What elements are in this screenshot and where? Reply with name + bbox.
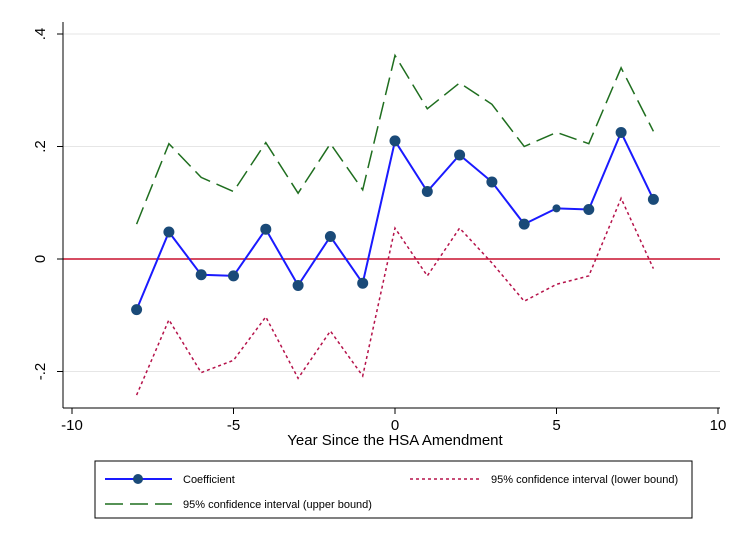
y-tick-label: 0 [32, 255, 49, 263]
x-tick-label: -5 [227, 417, 240, 434]
coefficient-point [552, 204, 561, 213]
legend-label-coefficient: Coefficient [183, 474, 235, 486]
x-tick-label: 5 [552, 417, 560, 434]
coefficient-point [292, 279, 304, 291]
coefficient-point [163, 226, 175, 238]
coefficient-point [228, 270, 239, 282]
legend-label-upper-bound: 95% confidence interval (upper bound) [183, 499, 372, 511]
y-tick-label: -.2 [32, 363, 49, 381]
coefficient-point [195, 269, 207, 281]
coefficient-point [615, 126, 627, 138]
y-axis-ticks: -.2 0 .2 .4 [32, 28, 63, 381]
coefficient-point [389, 135, 401, 147]
x-tick-label: 0 [391, 417, 399, 434]
legend-label-lower-bound: 95% confidence interval (lower bound) [491, 474, 678, 486]
legend: Coefficient 95% confidence interval (low… [94, 460, 693, 519]
x-tick-label: 10 [710, 417, 727, 434]
legend-box [94, 460, 693, 519]
y-tick-label: .4 [32, 28, 49, 41]
coefficient-point [324, 231, 336, 242]
y-tick-label: .2 [32, 140, 49, 153]
coefficient-point [647, 193, 659, 205]
coefficient-point [486, 176, 498, 188]
series-line-upper-bound [135, 53, 655, 225]
x-axis-title: Year Since the HSA Amendment [287, 432, 503, 449]
x-tick-label: -10 [61, 417, 83, 434]
x-axis-ticks: -10 -5 0 5 10 [61, 408, 726, 434]
legend-marker-coefficient [133, 474, 143, 484]
coefficient-point [454, 149, 466, 161]
coefficient-point [518, 218, 530, 230]
coefficient-point [357, 277, 369, 289]
coefficient-point [421, 186, 433, 197]
series-line-lower-bound [135, 196, 655, 396]
coefficient-point [260, 223, 272, 235]
coefficient-point [583, 204, 595, 215]
series-group [131, 53, 659, 396]
coefficient-point [131, 304, 143, 316]
